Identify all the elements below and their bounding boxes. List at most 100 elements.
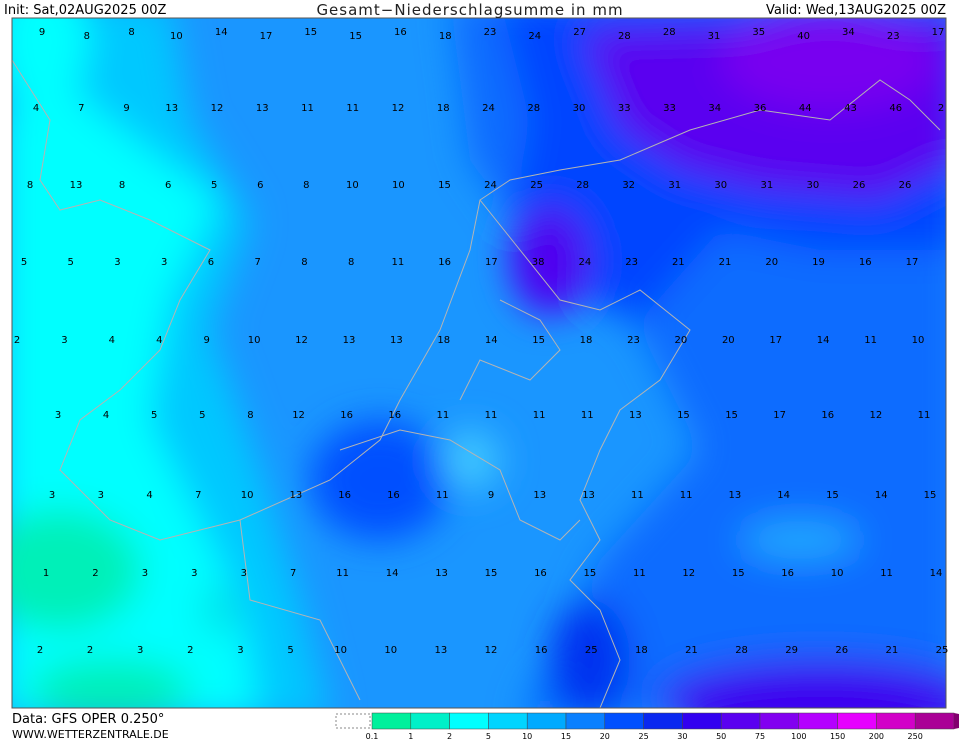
grid-value: 17 — [906, 257, 919, 268]
grid-value: 11 — [918, 410, 931, 421]
grid-value: 25 — [585, 645, 598, 656]
grid-value: 16 — [394, 27, 407, 38]
legend-label: 200 — [869, 732, 884, 741]
grid-value: 8 — [348, 257, 354, 268]
legend-swatch — [410, 712, 450, 730]
grid-value: 34 — [708, 103, 721, 114]
grid-value: 3 — [161, 257, 167, 268]
grid-value: 8 — [119, 180, 125, 191]
grid-value: 2 — [938, 103, 944, 114]
grid-value: 3 — [241, 568, 247, 579]
legend-label: 15 — [561, 732, 571, 741]
grid-value: 20 — [675, 335, 688, 346]
grid-value: 7 — [195, 490, 201, 501]
grid-value: 21 — [886, 645, 899, 656]
grid-value: 9 — [39, 27, 45, 38]
grid-value: 34 — [842, 27, 855, 38]
grid-value: 6 — [165, 180, 171, 191]
grid-value: 9 — [203, 335, 209, 346]
grid-value: 26 — [835, 645, 848, 656]
grid-value: 16 — [535, 645, 548, 656]
grid-value: 24 — [528, 31, 541, 42]
grid-value: 40 — [797, 31, 810, 42]
grid-value: 11 — [864, 335, 877, 346]
grid-value: 24 — [482, 103, 495, 114]
grid-value: 16 — [438, 257, 451, 268]
grid-value: 11 — [680, 490, 693, 501]
grid-value: 5 — [151, 410, 157, 421]
grid-value: 9 — [488, 490, 494, 501]
grid-value: 13 — [533, 490, 546, 501]
grid-value: 23 — [484, 27, 497, 38]
grid-value: 11 — [336, 568, 349, 579]
grid-value: 2 — [87, 645, 93, 656]
legend-below — [335, 713, 371, 729]
grid-value: 14 — [777, 490, 790, 501]
grid-value: 28 — [527, 103, 540, 114]
grid-value: 10 — [346, 180, 359, 191]
grid-value: 18 — [437, 103, 450, 114]
grid-value: 28 — [735, 645, 748, 656]
legend-swatch — [565, 712, 606, 730]
valid-time: Valid: Wed,13AUG2025 00Z — [766, 3, 946, 18]
grid-value: 2 — [187, 645, 193, 656]
grid-value: 8 — [301, 257, 307, 268]
grid-value: 23 — [625, 257, 638, 268]
grid-value: 16 — [534, 568, 547, 579]
grid-value: 8 — [247, 410, 253, 421]
legend-label: 1 — [408, 732, 413, 741]
grid-value: 20 — [765, 257, 778, 268]
legend-swatch — [526, 712, 567, 730]
grid-value: 7 — [78, 103, 84, 114]
legend-label: 25 — [639, 732, 649, 741]
grid-value: 13 — [435, 568, 448, 579]
grid-value: 10 — [831, 568, 844, 579]
grid-value: 20 — [722, 335, 735, 346]
grid-value: 21 — [685, 645, 698, 656]
grid-value: 16 — [338, 490, 351, 501]
grid-value: 14 — [215, 27, 228, 38]
grid-value: 38 — [532, 257, 545, 268]
grid-value: 11 — [346, 103, 359, 114]
legend-label: 75 — [755, 732, 765, 741]
grid-value: 12 — [870, 410, 883, 421]
grid-value: 4 — [33, 103, 39, 114]
grid-value: 5 — [68, 257, 74, 268]
grid-value: 14 — [875, 490, 888, 501]
grid-value: 15 — [349, 31, 362, 42]
grid-value: 24 — [484, 180, 497, 191]
grid-value: 14 — [386, 568, 399, 579]
grid-value: 12 — [292, 410, 305, 421]
grid-value: 16 — [387, 490, 400, 501]
grid-value: 14 — [817, 335, 830, 346]
legend-swatch — [876, 712, 916, 730]
website: WWW.WETTERZENTRALE.DE — [12, 728, 169, 741]
grid-value: 35 — [752, 27, 765, 38]
legend-label: 5 — [486, 732, 491, 741]
grid-value: 15 — [924, 490, 937, 501]
grid-value: 11 — [533, 410, 546, 421]
legend-label: 250 — [908, 732, 923, 741]
grid-value: 3 — [98, 490, 104, 501]
grid-value: 11 — [301, 103, 314, 114]
grid-value: 18 — [580, 335, 593, 346]
grid-value: 3 — [49, 490, 55, 501]
legend-swatch — [449, 712, 489, 730]
grid-value: 14 — [930, 568, 943, 579]
grid-value: 15 — [732, 568, 745, 579]
map-frame — [11, 17, 947, 709]
grid-value: 2 — [92, 568, 98, 579]
legend-label: 2 — [447, 732, 452, 741]
grid-value: 13 — [290, 490, 303, 501]
grid-value: 13 — [165, 103, 178, 114]
grid-value: 3 — [55, 410, 61, 421]
grid-value: 33 — [618, 103, 631, 114]
grid-value: 23 — [887, 31, 900, 42]
legend-label: 30 — [677, 732, 687, 741]
grid-value: 31 — [708, 31, 721, 42]
grid-value: 10 — [241, 490, 254, 501]
grid-value: 13 — [629, 410, 642, 421]
legend-swatch — [798, 712, 838, 730]
legend-swatch — [759, 712, 800, 730]
grid-value: 7 — [290, 568, 296, 579]
